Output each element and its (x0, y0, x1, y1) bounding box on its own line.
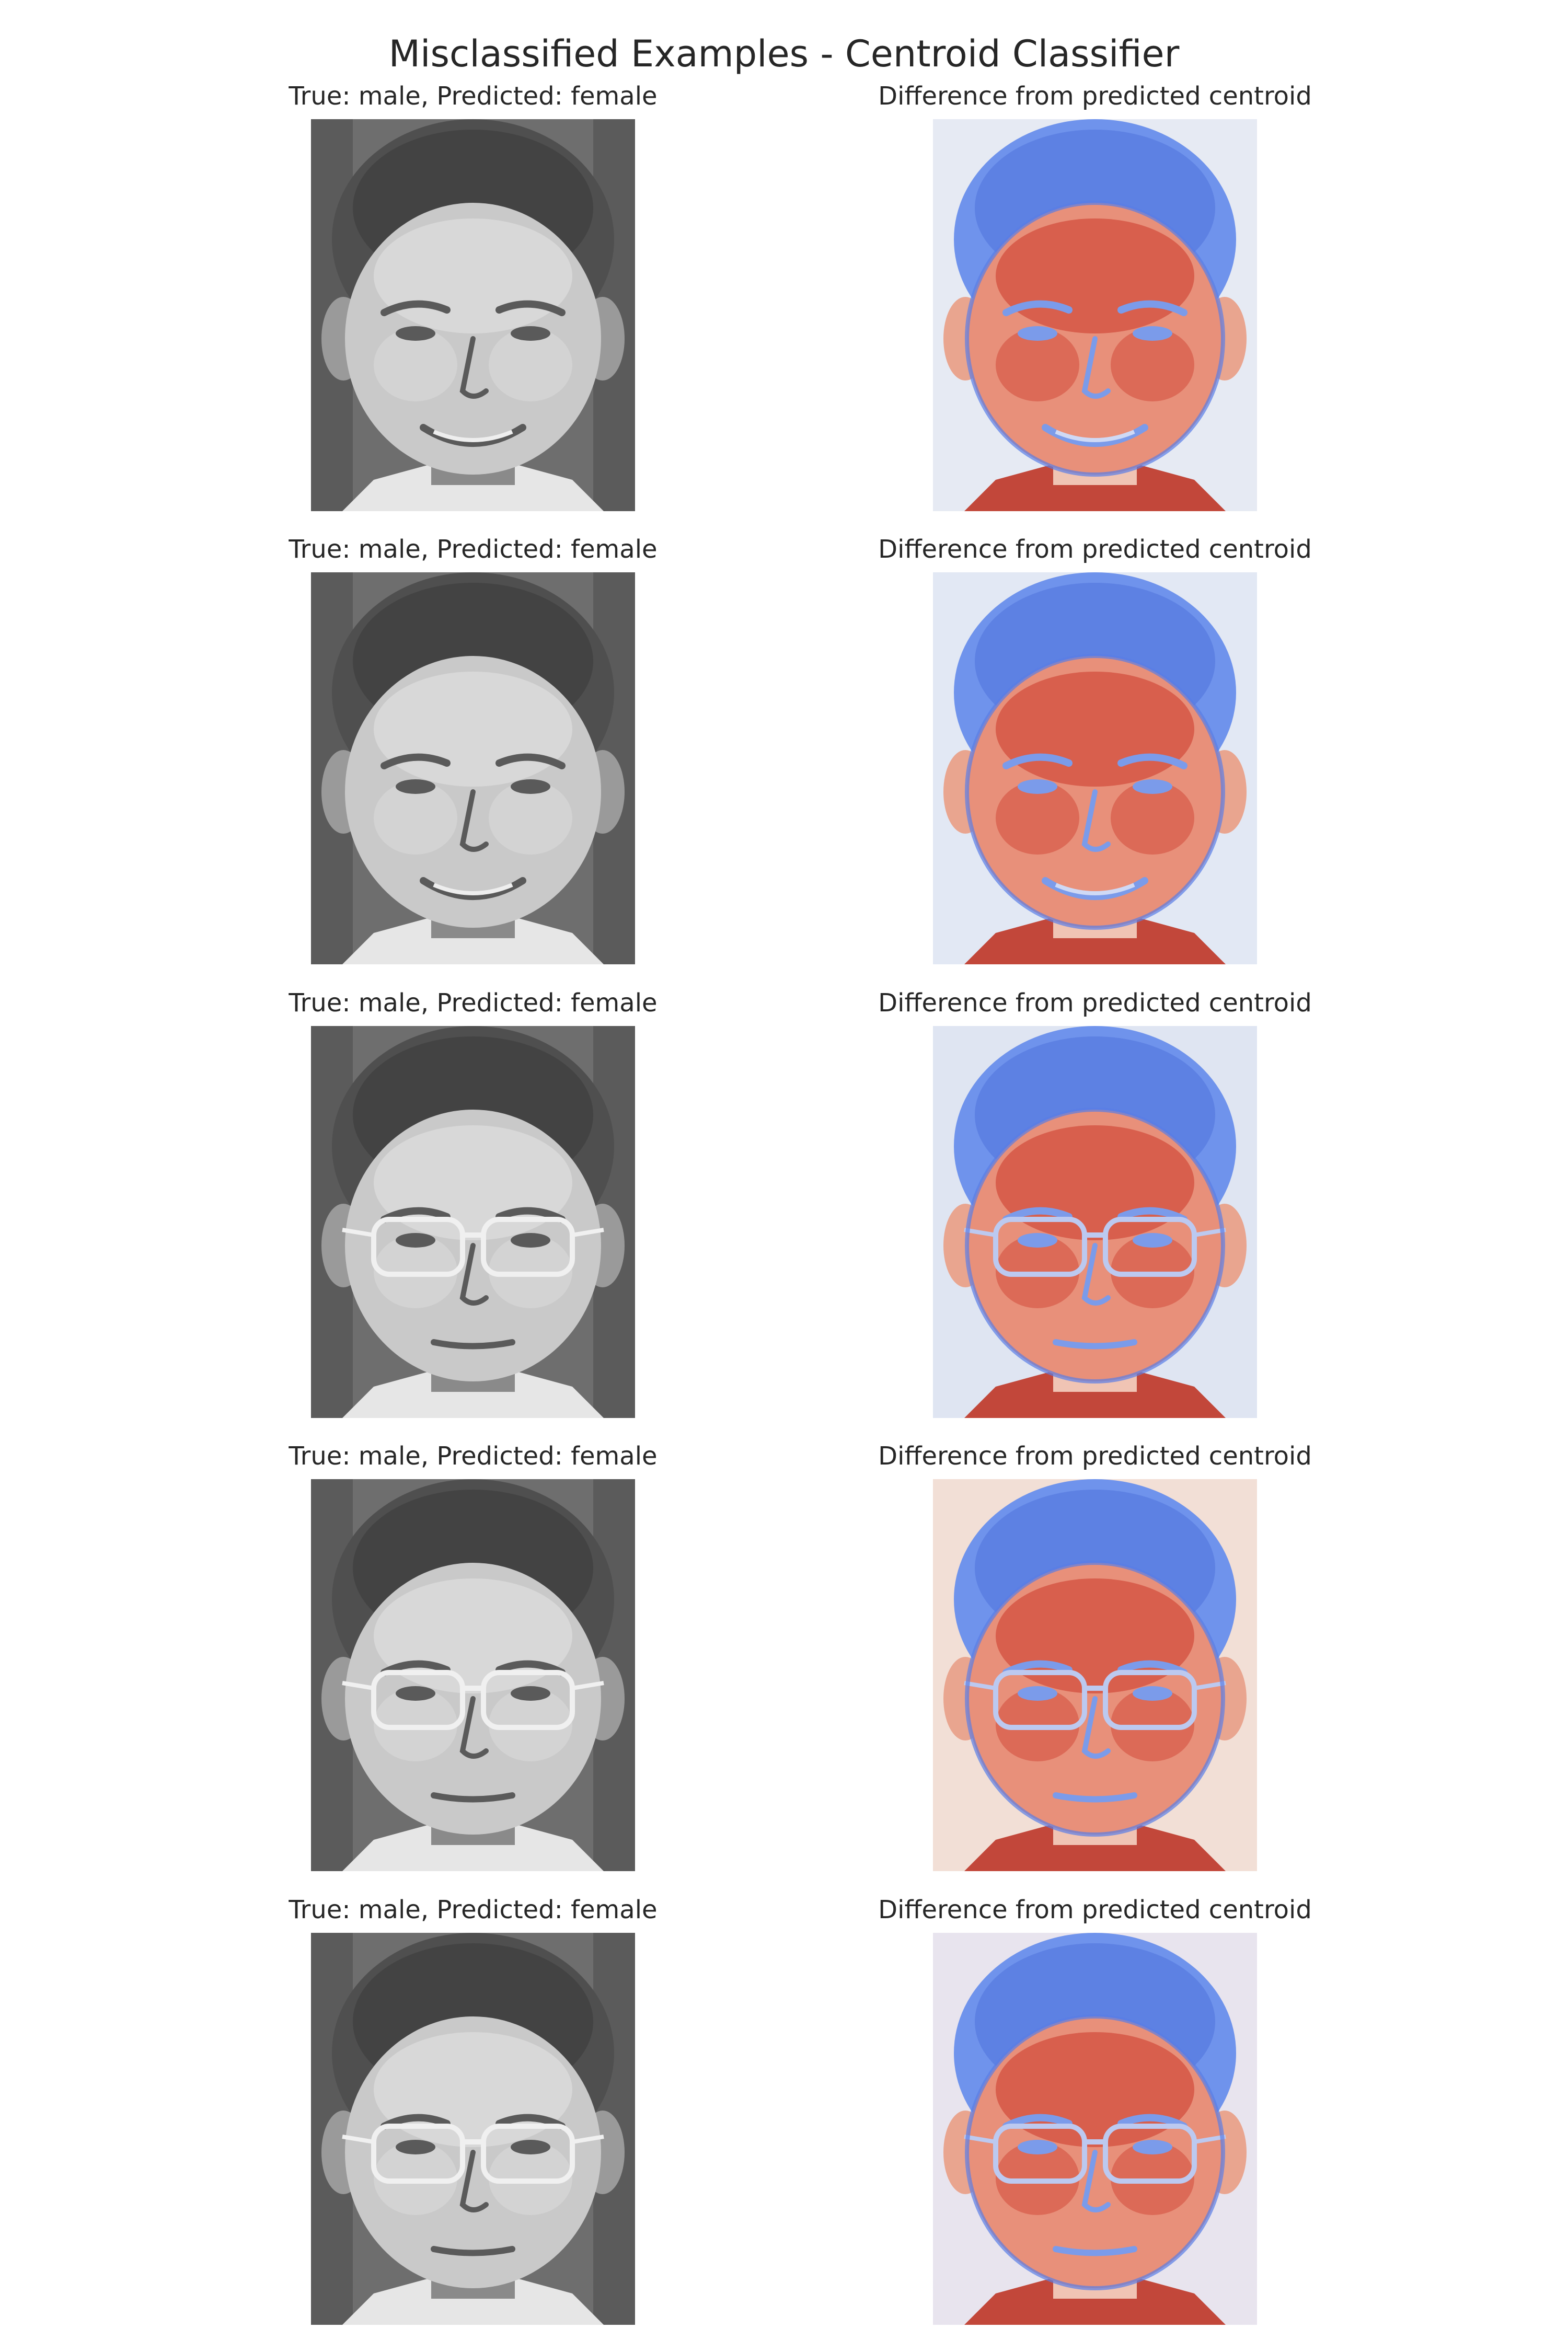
difference-map (933, 572, 1257, 964)
difference-map (933, 1933, 1257, 2325)
face-image (311, 572, 635, 964)
face-image (311, 1933, 635, 2325)
face-image (311, 1479, 635, 1871)
face-image (311, 1026, 635, 1418)
difference-map (933, 1479, 1257, 1871)
figure-title: Misclassified Examples - Centroid Classi… (388, 32, 1180, 75)
difference-map-title: Difference from predicted centroid (878, 82, 1312, 111)
difference-map (933, 119, 1257, 511)
difference-map-title: Difference from predicted centroid (878, 535, 1312, 564)
difference-map-title: Difference from predicted centroid (878, 988, 1312, 1018)
difference-map (933, 1026, 1257, 1418)
face-image-title: True: male, Predicted: female (289, 988, 658, 1018)
face-image-title: True: male, Predicted: female (289, 1895, 658, 1924)
difference-map-title: Difference from predicted centroid (878, 1442, 1312, 1471)
face-image-title: True: male, Predicted: female (289, 82, 658, 111)
difference-map-title: Difference from predicted centroid (878, 1895, 1312, 1924)
face-image-title: True: male, Predicted: female (289, 1442, 658, 1471)
face-image-title: True: male, Predicted: female (289, 535, 658, 564)
face-image (311, 119, 635, 511)
